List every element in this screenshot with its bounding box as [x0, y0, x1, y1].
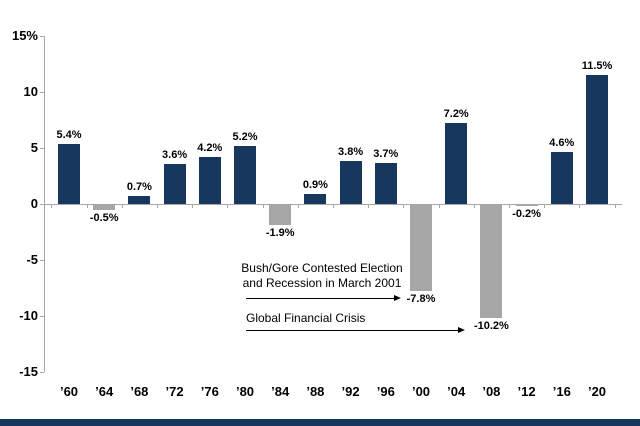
x-axis-label: ’16	[552, 384, 571, 399]
x-axis-tick	[368, 204, 370, 208]
x-axis-label: ’64	[95, 384, 114, 399]
y-axis-tick	[40, 148, 44, 149]
bar-value-label: 4.2%	[197, 141, 223, 154]
annotation-arrow-financial-crisis	[246, 326, 465, 333]
bar-’84	[269, 204, 292, 226]
bar-’08	[480, 204, 503, 319]
x-axis-label: ’96	[376, 384, 395, 399]
y-axis-tick	[40, 92, 44, 93]
x-axis-label: ’20	[587, 384, 607, 399]
x-axis-label: ’12	[517, 384, 536, 399]
bar-value-label: 0.9%	[302, 178, 328, 191]
x-axis-label: ’72	[165, 384, 184, 399]
y-axis-label: 5	[30, 140, 38, 155]
x-axis-tick	[297, 204, 299, 208]
x-axis-tick	[438, 204, 440, 208]
bar-’60	[58, 143, 80, 204]
bar-’96	[374, 162, 397, 204]
y-axis-tick	[40, 36, 44, 37]
bar-value-label: 0.7%	[126, 181, 152, 194]
x-axis-tick	[509, 204, 510, 208]
annotation-financial-crisis: Global Financial Crisis	[246, 311, 366, 325]
x-axis-tick	[262, 204, 264, 208]
bar-’68	[128, 196, 151, 204]
bar-’72	[163, 163, 186, 204]
bar-value-label: -0.2%	[512, 208, 541, 221]
x-axis-tick	[403, 204, 405, 208]
y-axis-tick	[40, 316, 44, 317]
x-axis-label: ’04	[447, 384, 466, 399]
bar-’04	[445, 123, 468, 204]
x-axis-tick	[544, 204, 546, 208]
x-axis-label: ’92	[341, 384, 360, 399]
bar-’16	[550, 152, 573, 204]
y-axis-label: 0	[30, 196, 38, 211]
bar-’76	[198, 156, 221, 204]
annotation-bush-gore-line2: and Recession in March 2001	[242, 276, 402, 290]
annotation-bush-gore-line1: Bush/Gore Contested Election	[241, 261, 403, 275]
y-axis-label: -5	[26, 252, 38, 267]
x-axis-tick	[157, 204, 158, 208]
x-axis-label: ’88	[306, 384, 325, 399]
arrow-head-icon	[458, 326, 465, 333]
bar-value-label: 4.6%	[549, 137, 575, 150]
y-axis-label: 10	[23, 84, 38, 99]
x-axis-tick	[473, 204, 475, 208]
x-axis-label: ’08	[482, 384, 501, 399]
bar-value-label: 11.5%	[581, 60, 613, 73]
bar-’12	[515, 204, 538, 207]
bar-value-label: -0.5%	[89, 211, 119, 224]
plot-area: 5.4% -0.5% 0.7% 3.6% 4.2% 5.2% -1.9% 0.9% 3.8% 3.…	[40, 36, 622, 373]
annotation-arrow-bush-gore	[246, 294, 401, 301]
bar-value-label: -10.2%	[473, 320, 509, 333]
x-axis-tick	[192, 204, 194, 208]
x-axis-label: ’84	[271, 384, 290, 399]
bar-value-label: -1.9%	[265, 227, 295, 240]
x-axis-label: ’76	[200, 384, 219, 399]
bar-’80	[234, 145, 256, 204]
y-axis-label: -15	[19, 364, 38, 379]
footer-accent-bar	[0, 419, 640, 426]
x-axis-label: ’80	[235, 384, 255, 399]
x-axis-tick	[614, 204, 616, 208]
bar-value-label: 5.4%	[56, 128, 82, 141]
bar-value-label: 3.6%	[162, 148, 188, 161]
bar-’92	[339, 161, 362, 204]
bar-’88	[304, 193, 327, 204]
bar-’00	[410, 204, 432, 292]
bar-’20	[586, 75, 608, 204]
bar-value-label: -7.8%	[406, 293, 436, 306]
y-axis-label: -10	[19, 308, 38, 323]
x-axis-tick	[51, 204, 53, 208]
bar-’64	[93, 204, 116, 210]
arrow-head-icon	[394, 294, 401, 301]
x-axis-label: ’68	[130, 384, 149, 399]
x-axis-tick	[333, 204, 334, 208]
bar-value-label: 3.8%	[338, 146, 364, 159]
x-axis-label: ’60	[59, 384, 79, 399]
bar-value-label: 3.7%	[373, 147, 399, 160]
y-axis-tick	[40, 372, 44, 373]
x-axis-label: ’00	[411, 384, 431, 399]
x-axis-tick	[579, 204, 581, 208]
y-axis-tick	[40, 204, 44, 205]
x-axis-tick	[227, 204, 229, 208]
x-axis-tick	[121, 204, 123, 208]
y-axis-label: 15%	[11, 28, 38, 43]
annotation-bush-gore: Bush/Gore Contested Election and Recessi…	[238, 261, 406, 291]
bar-value-label: 5.2%	[232, 130, 258, 143]
x-axis-tick	[86, 204, 88, 208]
y-axis-tick	[40, 260, 44, 261]
bar-value-label: 7.2%	[443, 108, 469, 121]
